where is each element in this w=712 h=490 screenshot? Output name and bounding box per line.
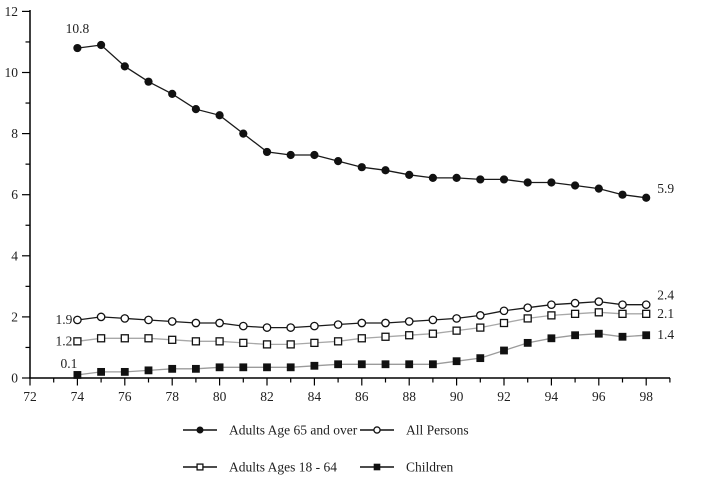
- svg-text:8: 8: [11, 126, 18, 141]
- x-axis-ticks: [29, 378, 671, 386]
- y-axis-labels: 0 2 4 6 8 10 12: [5, 4, 19, 386]
- svg-text:88: 88: [402, 389, 416, 404]
- svg-text:2.1: 2.1: [657, 306, 674, 321]
- svg-text:2.4: 2.4: [657, 288, 674, 303]
- svg-text:74: 74: [71, 389, 85, 404]
- legend-item-children: Children: [360, 460, 453, 475]
- svg-text:76: 76: [118, 389, 132, 404]
- series-all-persons: [73, 297, 651, 332]
- svg-text:90: 90: [450, 389, 464, 404]
- y-axis-ticks: [22, 10, 30, 379]
- svg-text:72: 72: [23, 389, 37, 404]
- series-adults-ages-18-64: [73, 308, 651, 349]
- svg-text:78: 78: [165, 389, 179, 404]
- svg-text:12: 12: [5, 4, 19, 19]
- svg-text:0: 0: [11, 371, 18, 386]
- svg-text:1.2: 1.2: [56, 333, 73, 348]
- svg-text:Adults Ages 18 - 64: Adults Ages 18 - 64: [229, 460, 337, 475]
- svg-text:84: 84: [308, 389, 322, 404]
- svg-text:Adults Age 65 and over: Adults Age 65 and over: [229, 423, 358, 438]
- legend-item-adults-ages-18-64: Adults Ages 18 - 64: [183, 460, 337, 475]
- svg-text:94: 94: [545, 389, 559, 404]
- x-axis-labels: 72 74 76 78 80 82 84 86 88 90 92 94 96 98: [23, 389, 653, 404]
- series-children: [73, 329, 651, 379]
- svg-text:10.8: 10.8: [66, 21, 90, 36]
- value-annotations: 10.8 5.9 1.9 2.4 1.2 2.1 0.1 1.4: [56, 21, 675, 371]
- svg-text:1.4: 1.4: [657, 327, 674, 342]
- svg-text:0.1: 0.1: [61, 356, 78, 371]
- svg-text:All Persons: All Persons: [406, 423, 469, 438]
- svg-text:2: 2: [11, 309, 18, 324]
- legend-item-all-persons: All Persons: [360, 423, 469, 438]
- svg-text:1.9: 1.9: [56, 312, 73, 327]
- svg-text:86: 86: [355, 389, 369, 404]
- svg-text:98: 98: [639, 389, 653, 404]
- svg-text:10: 10: [5, 65, 19, 80]
- svg-text:Children: Children: [406, 460, 453, 475]
- svg-text:4: 4: [11, 248, 18, 263]
- svg-text:92: 92: [497, 389, 511, 404]
- series-adults-age-65-and-over: [73, 40, 651, 202]
- svg-text:96: 96: [592, 389, 606, 404]
- svg-text:82: 82: [260, 389, 274, 404]
- svg-text:5.9: 5.9: [657, 181, 674, 196]
- legend-item-adults-age-65-and-over: Adults Age 65 and over: [183, 423, 358, 438]
- svg-text:6: 6: [11, 187, 18, 202]
- svg-text:80: 80: [213, 389, 227, 404]
- legend: Adults Age 65 and over All Persons Adults …: [183, 423, 469, 475]
